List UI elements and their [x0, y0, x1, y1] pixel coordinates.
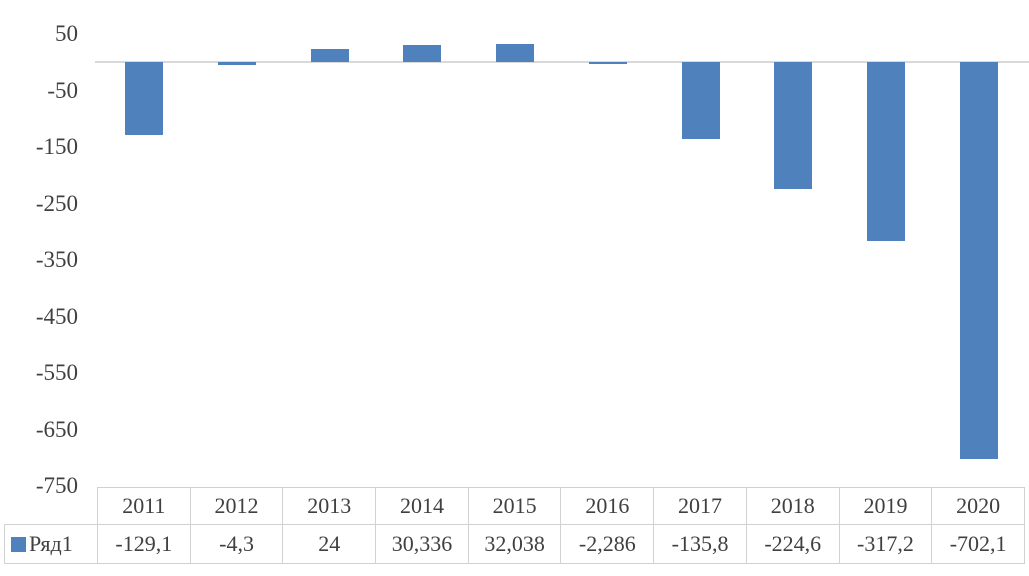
- bar-2014: [403, 45, 442, 63]
- bar-2012: [218, 62, 257, 65]
- year-header-cell-2013: 2013: [283, 487, 377, 525]
- y-axis-tick-label: -50: [47, 77, 78, 103]
- year-header-cell-2019: 2019: [839, 487, 933, 525]
- bar-2015: [496, 44, 535, 63]
- year-header-cell-2015: 2015: [468, 487, 562, 525]
- y-axis-tick-label: -750: [35, 473, 78, 498]
- chart-data-table: 2011 2012 2013 2014 2015 2016 2017 2018 2019 2020…: [4, 487, 1025, 564]
- bar-2020: [959, 62, 998, 459]
- value-cell-2020: -702,1: [932, 525, 1025, 564]
- zero-axis-line: [95, 61, 1029, 63]
- y-axis-tick-label: -650: [35, 416, 78, 442]
- year-header-cell-2017: 2017: [654, 487, 747, 525]
- y-axis-tick-label: 50: [55, 21, 78, 46]
- bar-2013: [310, 48, 349, 63]
- bar-2016: [588, 62, 627, 64]
- year-header-cell-2016: 2016: [561, 487, 655, 525]
- value-cell-2018: -224,6: [746, 525, 840, 564]
- year-header-cell-2011: 2011: [98, 487, 191, 525]
- y-axis-tick-label: -150: [35, 134, 78, 159]
- y-axis-tick-label: -550: [35, 360, 78, 385]
- series-legend-cell: Ряд1: [4, 525, 98, 564]
- value-cell-2014: 30,336: [376, 525, 469, 564]
- series-legend-label: Ряд1: [29, 531, 73, 556]
- bar-2017: [681, 62, 720, 139]
- table-corner-cell: [4, 487, 98, 525]
- y-axis-tick-label: -250: [35, 190, 78, 216]
- value-cell-2017: -135,8: [654, 525, 747, 564]
- y-axis-tick-label: -350: [35, 247, 78, 272]
- value-cell-2019: -317,2: [839, 525, 933, 564]
- series-legend-marker-icon: [11, 536, 26, 552]
- value-cell-2013: 24: [283, 525, 377, 564]
- year-header-cell-2020: 2020: [932, 487, 1025, 525]
- year-header-cell-2014: 2014: [376, 487, 469, 525]
- value-cell-2016: -2,286: [561, 525, 655, 564]
- year-header-cell-2012: 2012: [190, 487, 284, 525]
- value-cell-2015: 32,038: [468, 525, 562, 564]
- bar-2019: [866, 62, 905, 242]
- value-cell-2011: -129,1: [98, 525, 191, 564]
- value-cell-2012: -4,3: [190, 525, 284, 564]
- y-axis-tick-label: -450: [35, 303, 78, 329]
- bar-2011: [125, 62, 164, 136]
- bar-2018: [774, 62, 813, 190]
- year-header-cell-2018: 2018: [746, 487, 840, 525]
